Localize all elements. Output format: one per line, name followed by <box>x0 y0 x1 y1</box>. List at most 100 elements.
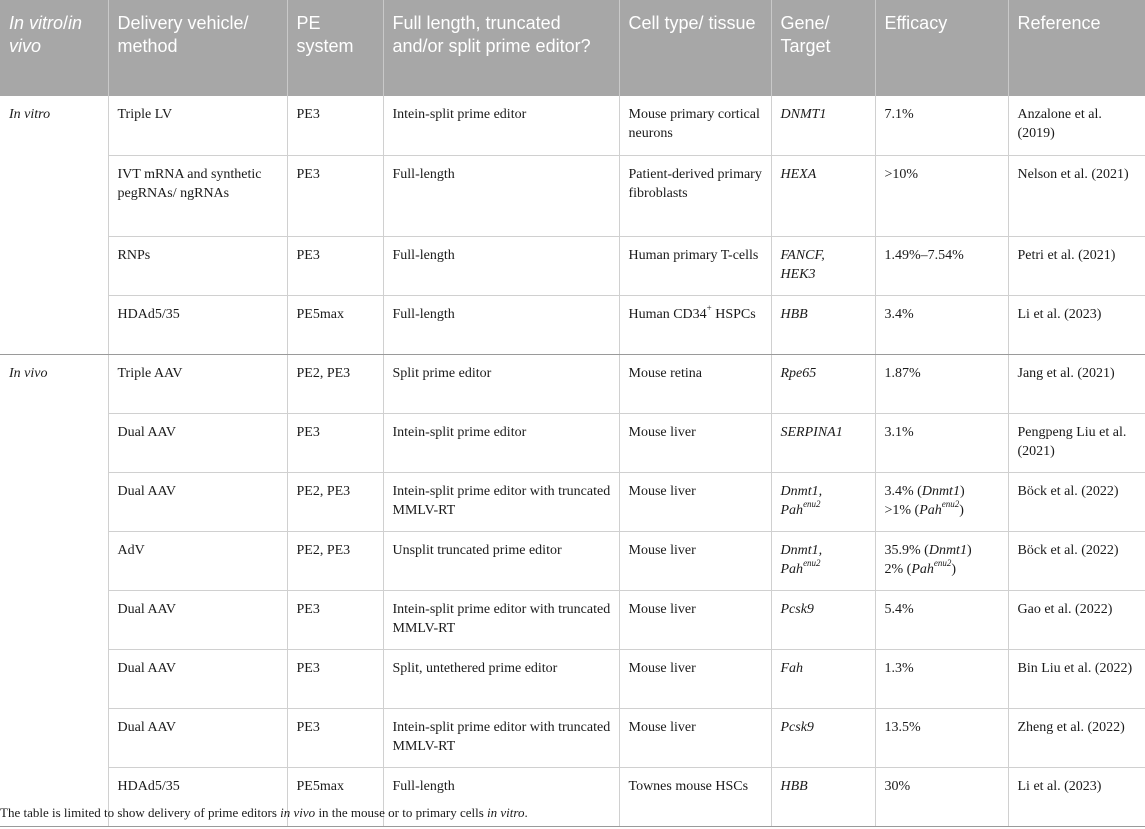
cell-pe-system: PE3 <box>287 96 384 156</box>
cell-efficacy: 35.9% (Dnmt1) 2% (Pahenu2) <box>875 531 1009 591</box>
cell-cell-type: Patient-derived primary fibroblasts <box>619 155 772 237</box>
cell-pe-system: PE5max <box>287 295 384 355</box>
cell-vehicle: Dual AAV <box>108 590 288 650</box>
cell-cell-type: Human primary T-cells <box>619 236 772 296</box>
cell-reference: Pengpeng Liu et al. (2021) <box>1008 413 1145 473</box>
cell-reference: Li et al. (2023) <box>1008 767 1145 827</box>
cell-pe-system: PE5max <box>287 767 384 827</box>
cell-gene: Pcsk9 <box>771 708 876 768</box>
cell-reference: Zheng et al. (2022) <box>1008 708 1145 768</box>
cell-editor: Full-length <box>383 295 620 355</box>
cell-efficacy: 1.3% <box>875 649 1009 709</box>
cell-reference: Gao et al. (2022) <box>1008 590 1145 650</box>
header-invitro-invivo: In vitro/in vivo <box>0 0 109 96</box>
cell-gene: Dnmt1, Pahenu2 <box>771 472 876 532</box>
cell-vehicle: RNPs <box>108 236 288 296</box>
cell-cell-type: Mouse retina <box>619 354 772 414</box>
cell-vehicle: AdV <box>108 531 288 591</box>
cell-pe-system: PE2, PE3 <box>287 472 384 532</box>
cell-reference: Böck et al. (2022) <box>1008 531 1145 591</box>
cell-editor: Split prime editor <box>383 354 620 414</box>
gene-name: HEK3 <box>780 266 816 282</box>
cell-reference: Bin Liu et al. (2022) <box>1008 649 1145 709</box>
header-reference: Reference <box>1008 0 1145 96</box>
cell-efficacy: 13.5% <box>875 708 1009 768</box>
group-label-in-vivo: In vivo <box>0 354 109 827</box>
cell-efficacy: 5.4% <box>875 590 1009 650</box>
table-row: Dual AAV PE2, PE3 Intein-split prime edi… <box>0 472 1145 532</box>
table-header: In vitro/in vivo Delivery vehicle/ metho… <box>0 0 1145 96</box>
table-row: HDAd5/35 PE5max Full-length Townes mouse… <box>0 767 1145 827</box>
cell-gene: SERPINA1 <box>771 413 876 473</box>
cell-gene: DNMT1 <box>771 96 876 156</box>
cell-pe-system: PE3 <box>287 155 384 237</box>
table-body: In vitro Triple LV PE3 Intein-split prim… <box>0 96 1145 827</box>
cell-vehicle: HDAd5/35 <box>108 295 288 355</box>
cell-cell-type: Mouse primary cortical neurons <box>619 96 772 156</box>
cell-reference: Böck et al. (2022) <box>1008 472 1145 532</box>
group-label-in-vitro: In vitro <box>0 96 109 355</box>
cell-pe-system: PE3 <box>287 236 384 296</box>
cell-editor: Intein-split prime editor <box>383 96 620 156</box>
cell-efficacy: 3.4% (Dnmt1) >1% (Pahenu2) <box>875 472 1009 532</box>
table-row: Dual AAV PE3 Intein-split prime editor w… <box>0 708 1145 768</box>
table-row: IVT mRNA and synthetic pegRNAs/ ngRNAs P… <box>0 155 1145 237</box>
header-pe-system: PE system <box>287 0 384 96</box>
cell-vehicle: Dual AAV <box>108 413 288 473</box>
cell-gene: Pcsk9 <box>771 590 876 650</box>
cell-gene: HEXA <box>771 155 876 237</box>
cell-cell-type: Human CD34+ HSPCs <box>619 295 772 355</box>
cell-vehicle: IVT mRNA and synthetic pegRNAs/ ngRNAs <box>108 155 288 237</box>
cell-editor: Intein-split prime editor with truncated… <box>383 708 620 768</box>
cell-cell-type: Mouse liver <box>619 531 772 591</box>
header-gene-target: Gene/ Target <box>771 0 876 96</box>
gene-name: FANCF, <box>780 247 825 263</box>
table-row: Dual AAV PE3 Intein-split prime editor M… <box>0 413 1145 473</box>
cell-editor: Full-length <box>383 236 620 296</box>
cell-gene: HBB <box>771 295 876 355</box>
cell-gene: Fah <box>771 649 876 709</box>
cell-vehicle: Triple AAV <box>108 354 288 414</box>
table-footnote: The table is limited to show delivery of… <box>0 805 528 820</box>
header-cell-type: Cell type/ tissue <box>619 0 772 96</box>
cell-gene: FANCF, HEK3 <box>771 236 876 296</box>
table-row: HDAd5/35 PE5max Full-length Human CD34+ … <box>0 295 1145 355</box>
cell-efficacy: 7.1% <box>875 96 1009 156</box>
cell-vehicle: Dual AAV <box>108 472 288 532</box>
cell-editor: Intein-split prime editor with truncated… <box>383 590 620 650</box>
cell-pe-system: PE3 <box>287 590 384 650</box>
cell-pe-system: PE3 <box>287 708 384 768</box>
cell-efficacy: 1.49%–7.54% <box>875 236 1009 296</box>
cell-editor: Intein-split prime editor with truncated… <box>383 472 620 532</box>
cell-cell-type: Mouse liver <box>619 708 772 768</box>
table-row: In vitro Triple LV PE3 Intein-split prim… <box>0 96 1145 355</box>
header-editor-type: Full length, truncated and/or split prim… <box>383 0 620 96</box>
cell-cell-type: Mouse liver <box>619 413 772 473</box>
cell-reference: Jang et al. (2021) <box>1008 354 1145 414</box>
cell-reference: Petri et al. (2021) <box>1008 236 1145 296</box>
header-delivery-vehicle: Delivery vehicle/ method <box>108 0 288 96</box>
cell-efficacy: 3.1% <box>875 413 1009 473</box>
cell-editor: Full-length <box>383 155 620 237</box>
cell-vehicle: Dual AAV <box>108 708 288 768</box>
cell-efficacy: 3.4% <box>875 295 1009 355</box>
cell-gene: Dnmt1, Pahenu2 <box>771 531 876 591</box>
cell-pe-system: PE2, PE3 <box>287 354 384 414</box>
cell-vehicle: Triple LV <box>108 96 288 156</box>
cell-pe-system: PE2, PE3 <box>287 531 384 591</box>
cell-editor: Split, untethered prime editor <box>383 649 620 709</box>
cell-efficacy: >10% <box>875 155 1009 237</box>
cell-vehicle: HDAd5/35 <box>108 767 288 827</box>
cell-reference: Li et al. (2023) <box>1008 295 1145 355</box>
table-row: AdV PE2, PE3 Unsplit truncated prime edi… <box>0 531 1145 591</box>
cell-pe-system: PE3 <box>287 649 384 709</box>
cell-gene: HBB <box>771 767 876 827</box>
cell-efficacy: 1.87% <box>875 354 1009 414</box>
cell-cell-type: Townes mouse HSCs <box>619 767 772 827</box>
table-row: In vivo Triple AAV PE2, PE3 Split prime … <box>0 354 1145 827</box>
table-row: RNPs PE3 Full-length Human primary T-cel… <box>0 236 1145 296</box>
cell-reference: Nelson et al. (2021) <box>1008 155 1145 237</box>
cell-cell-type: Mouse liver <box>619 590 772 650</box>
cell-cell-type: Mouse liver <box>619 472 772 532</box>
